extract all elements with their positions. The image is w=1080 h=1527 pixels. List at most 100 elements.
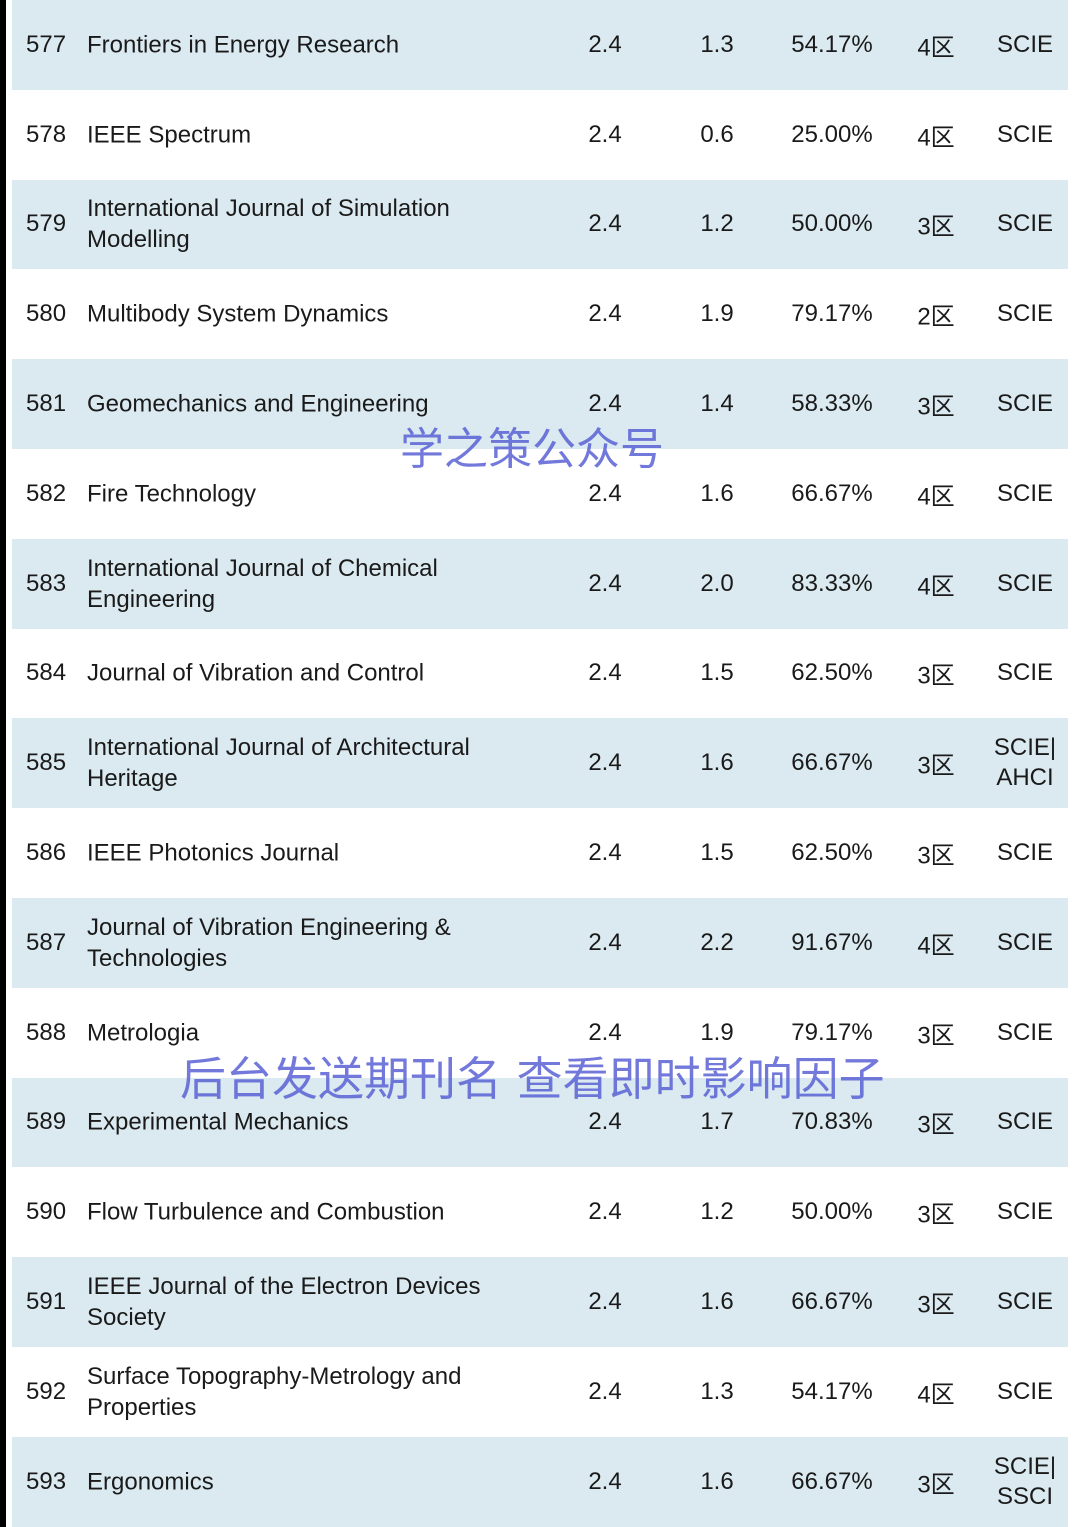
table-row: 591 IEEE Journal of the Electron Devices … <box>12 1257 1068 1347</box>
impact-factor-cell: 2.4 <box>588 839 622 867</box>
index-type-cell: SCIE <box>996 569 1053 597</box>
zone-cell: 3区 <box>917 1291 955 1319</box>
journal-name-cell: International Journal of Simulation Mode… <box>87 195 450 254</box>
index-type-cell: SCIE <box>996 300 1053 328</box>
impact-factor-cell: 2.4 <box>588 210 622 238</box>
table-row: 580 Multibody System Dynamics 2.4 1.9 79.17%… <box>12 269 1068 359</box>
table-row: 585 International Journal of Architectura… <box>12 718 1068 809</box>
percentile-cell: 54.17% <box>791 30 873 58</box>
zone-cell: 4区 <box>917 573 955 601</box>
impact-factor-cell: 2.4 <box>588 300 622 328</box>
index-type-cell: SCIE <box>996 1108 1053 1136</box>
value-cell: 2.0 <box>700 569 734 597</box>
zone-cell: 3区 <box>917 1201 955 1229</box>
percentile-cell: 66.67% <box>791 1467 873 1495</box>
percentile-cell: 58.33% <box>791 390 873 418</box>
zone-cell: 4区 <box>917 124 955 152</box>
table-row: 592 Surface Topography-Metrology and Prop… <box>12 1347 1068 1437</box>
percentile-cell: 66.67% <box>791 1288 873 1316</box>
zone-cell: 2区 <box>917 303 955 331</box>
percentile-cell: 54.17% <box>791 1377 873 1405</box>
zone-cell: 3区 <box>917 752 955 780</box>
journal-name-cell: Flow Turbulence and Combustion <box>87 1198 445 1226</box>
rank-cell: 579 <box>26 210 67 238</box>
journal-name-cell: International Journal of Chemical Engine… <box>87 554 438 613</box>
rank-cell: 592 <box>26 1377 67 1405</box>
value-cell: 1.5 <box>700 839 734 867</box>
index-type-cell: SCIE <box>996 120 1053 148</box>
index-type-cell: SCIE <box>996 479 1053 507</box>
rank-cell: 586 <box>26 839 67 867</box>
value-cell: 1.6 <box>700 1288 734 1316</box>
zone-cell: 3区 <box>917 1111 955 1139</box>
zone-cell: 4区 <box>917 483 955 511</box>
table-row: 583 International Journal of Chemical Eng… <box>12 538 1068 629</box>
table-row: 590 Flow Turbulence and Combustion 2.4 1.2 5… <box>12 1167 1068 1257</box>
index-type-cell: SCIE <box>996 659 1053 687</box>
impact-factor-cell: 2.4 <box>588 1018 622 1046</box>
rank-cell: 587 <box>26 928 67 956</box>
index-type-cell: SCIE <box>996 1018 1053 1046</box>
index-type-cell: SCIE <box>996 839 1053 867</box>
impact-factor-cell: 2.4 <box>588 1108 622 1136</box>
journal-name-cell: Frontiers in Energy Research <box>87 31 400 59</box>
impact-factor-cell: 2.4 <box>588 390 622 418</box>
value-cell: 1.3 <box>700 30 734 58</box>
zone-cell: 3区 <box>917 842 955 870</box>
table-row: 586 IEEE Photonics Journal 2.4 1.5 62.50% 3区 S… <box>12 808 1068 898</box>
percentile-cell: 79.17% <box>791 300 873 328</box>
impact-factor-cell: 2.4 <box>588 479 622 507</box>
rank-cell: 580 <box>26 300 67 328</box>
percentile-cell: 50.00% <box>791 210 873 238</box>
journal-name-cell: Fire Technology <box>87 480 256 508</box>
journal-name-cell: Multibody System Dynamics <box>87 300 389 328</box>
value-cell: 1.6 <box>700 1467 734 1495</box>
percentile-cell: 66.67% <box>791 749 873 777</box>
rank-cell: 583 <box>26 569 67 597</box>
index-type-cell: SCIE <box>996 1288 1053 1316</box>
journal-name-cell: International Journal of Architectural H… <box>87 734 470 793</box>
value-cell: 1.7 <box>700 1108 734 1136</box>
journal-table: 577 Frontiers in Energy Research 2.4 1.3 54.… <box>12 0 1068 1527</box>
zone-cell: 4区 <box>917 34 955 62</box>
zone-cell: 4区 <box>917 932 955 960</box>
index-type-cell: SCIE <box>996 1377 1053 1405</box>
rank-cell: 591 <box>26 1288 67 1316</box>
value-cell: 1.3 <box>700 1377 734 1405</box>
zone-cell: 3区 <box>917 1022 955 1050</box>
journal-name-cell: Journal of Vibration and Control <box>87 659 425 687</box>
impact-factor-cell: 2.4 <box>588 1467 622 1495</box>
table-row: 577 Frontiers in Energy Research 2.4 1.3 54.… <box>12 0 1068 90</box>
value-cell: 1.2 <box>700 210 734 238</box>
index-type-cell: SCIE <box>996 210 1053 238</box>
impact-factor-cell: 2.4 <box>588 928 622 956</box>
value-cell: 1.4 <box>700 390 734 418</box>
index-type-cell: SCIE| AHCI <box>993 734 1057 792</box>
journal-name-cell: Experimental Mechanics <box>87 1108 349 1136</box>
percentile-cell: 70.83% <box>791 1108 873 1136</box>
value-cell: 1.5 <box>700 659 734 687</box>
table-row: 587 Journal of Vibration Engineering & Te… <box>12 897 1068 988</box>
index-type-cell: SCIE| SSCI <box>993 1452 1057 1510</box>
percentile-cell: 66.67% <box>791 479 873 507</box>
impact-factor-cell: 2.4 <box>588 659 622 687</box>
index-type-cell: SCIE <box>996 928 1053 956</box>
index-type-cell: SCIE <box>996 390 1053 418</box>
percentile-cell: 62.50% <box>791 659 873 687</box>
rank-cell: 590 <box>26 1198 67 1226</box>
table-row: 593 Ergonomics 2.4 1.6 66.67% 3区 SCIE| SSCI <box>12 1436 1068 1527</box>
value-cell: 1.2 <box>700 1198 734 1226</box>
rank-cell: 577 <box>26 30 67 58</box>
impact-factor-cell: 2.4 <box>588 749 622 777</box>
table-row: 584 Journal of Vibration and Control 2.4 1.… <box>12 629 1068 719</box>
value-cell: 0.6 <box>700 120 734 148</box>
rank-cell: 589 <box>26 1108 67 1136</box>
percentile-cell: 50.00% <box>791 1198 873 1226</box>
value-cell: 2.2 <box>700 928 734 956</box>
impact-factor-cell: 2.4 <box>588 1198 622 1226</box>
percentile-cell: 25.00% <box>791 120 873 148</box>
rank-cell: 584 <box>26 659 67 687</box>
rank-cell: 582 <box>26 479 67 507</box>
table-row: 581 Geomechanics and Engineering 2.4 1.4 58.… <box>12 359 1068 449</box>
percentile-cell: 62.50% <box>791 839 873 867</box>
